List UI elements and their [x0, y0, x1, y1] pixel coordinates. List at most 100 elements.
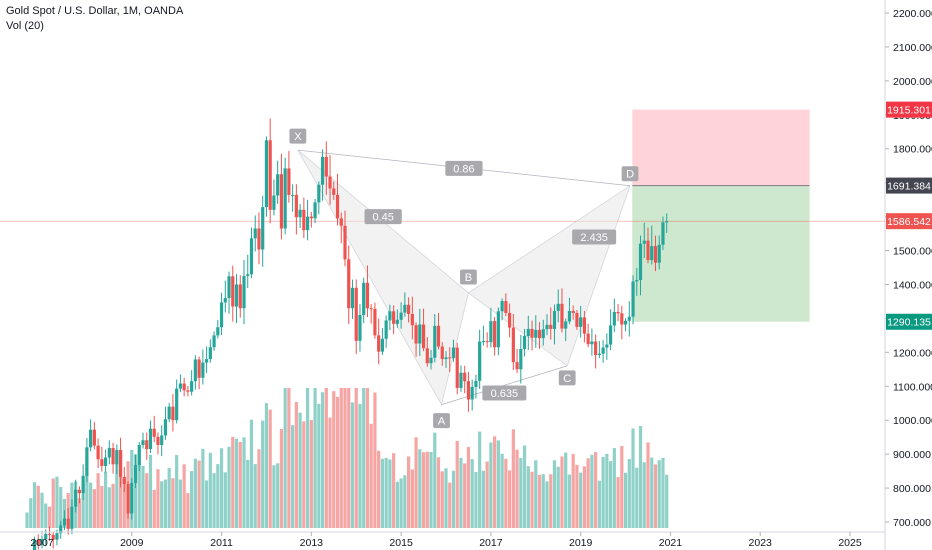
- candle-body: [190, 381, 194, 392]
- volume-bar: [515, 449, 519, 528]
- candle-body: [537, 329, 542, 339]
- candle-body: [489, 321, 493, 343]
- price-tick-label: 1500.000: [893, 246, 932, 258]
- price-badge-text: 1290.135: [887, 317, 931, 329]
- volume-bar: [395, 481, 399, 528]
- candle-body: [32, 539, 37, 550]
- volume-bar: [201, 448, 205, 528]
- volume-bar: [384, 457, 388, 528]
- candle-body: [403, 304, 407, 313]
- volume-bar: [298, 412, 302, 528]
- price-badge[interactable]: 1586.542: [886, 213, 932, 230]
- price-tick-label: 2100.000: [893, 42, 932, 54]
- price-badge[interactable]: 1915.301: [886, 101, 932, 118]
- price-tick-label: 1000.000: [893, 415, 932, 427]
- volume-bar: [436, 457, 441, 528]
- candle-body: [246, 274, 250, 276]
- volume-bar: [279, 428, 284, 528]
- candle-body: [661, 222, 665, 245]
- candle-body: [145, 440, 149, 450]
- price-tick-label: 2200.000: [893, 8, 932, 20]
- volume-bar: [635, 467, 639, 528]
- volume-bar: [219, 448, 224, 528]
- volume-bar: [623, 472, 628, 528]
- candle-body: [406, 304, 411, 314]
- point-label-b-text: B: [465, 272, 472, 284]
- candle-body: [118, 450, 123, 477]
- price-badge[interactable]: 1691.384: [886, 177, 932, 194]
- volume-bar: [204, 480, 209, 528]
- candle-body: [597, 353, 601, 356]
- volume-bar: [358, 403, 362, 528]
- volume-bar: [526, 466, 530, 528]
- volume-bar: [339, 388, 343, 528]
- candle-body: [77, 489, 82, 494]
- candle-body: [504, 301, 508, 313]
- candle-body: [309, 216, 313, 219]
- volume-bar: [89, 482, 93, 528]
- candle-body: [62, 518, 67, 526]
- volume-bar: [197, 460, 201, 528]
- candle-body: [612, 311, 616, 326]
- candle-body: [268, 140, 272, 210]
- volume-bar: [182, 464, 186, 528]
- candle-body: [51, 534, 55, 540]
- candle-body: [302, 209, 306, 231]
- volume-bar: [399, 478, 403, 528]
- volume-bar: [410, 469, 414, 528]
- candle-body: [89, 429, 93, 448]
- candle-body: [167, 406, 171, 420]
- ratio-label-2: 2.435: [572, 229, 617, 245]
- volume-bar: [590, 454, 594, 528]
- price-badge[interactable]: 1290.135: [886, 313, 932, 330]
- candle-body: [66, 518, 70, 529]
- candle-body: [642, 240, 646, 244]
- pattern-labels: X A B C D 0.86 0.45 2.435 0.635: [289, 128, 639, 429]
- volume-bar: [223, 472, 227, 528]
- candle-body: [298, 209, 302, 218]
- candle-body: [541, 329, 545, 339]
- volume-bar: [459, 457, 463, 528]
- candle-body: [519, 348, 523, 370]
- volume-bar: [302, 421, 306, 528]
- point-label-d-text: D: [626, 169, 634, 181]
- volume-bar: [171, 478, 175, 528]
- volume-bar: [507, 470, 512, 528]
- volume-bar: [504, 458, 508, 528]
- ratio-label-0: 0.86: [445, 160, 483, 176]
- volume-bar: [92, 489, 96, 528]
- candle-body: [276, 174, 280, 196]
- volume-bar: [268, 409, 272, 528]
- chart-legend: Gold Spot / U.S. Dollar, 1M, OANDA Vol (…: [6, 4, 183, 34]
- volume-bar: [594, 452, 598, 528]
- volume-bar: [511, 429, 515, 528]
- ratio-label-0-text: 0.86: [453, 163, 474, 175]
- point-label-c-bg: [558, 370, 576, 386]
- price-tick-label: 1100.000: [893, 381, 932, 393]
- candle-body: [231, 276, 235, 307]
- candle-body: [227, 276, 231, 299]
- volume-bar: [287, 388, 291, 528]
- volume-bar: [156, 469, 160, 528]
- candle-body: [343, 225, 347, 260]
- candle-body: [414, 325, 418, 344]
- volume-bar: [283, 388, 287, 528]
- candle-body: [313, 202, 317, 219]
- point-label-a: A: [433, 413, 450, 429]
- time-tick-label: 2021: [659, 537, 683, 549]
- volume-bar: [96, 473, 100, 528]
- volume-bar: [160, 481, 164, 528]
- volume-bar: [227, 446, 231, 528]
- candle-body: [399, 312, 403, 320]
- point-label-c-text: C: [563, 373, 571, 385]
- candle-body: [115, 450, 119, 465]
- candles-layer: [32, 118, 669, 550]
- candle-body: [339, 218, 343, 226]
- candle-body: [335, 194, 340, 219]
- volume-bar: [141, 465, 145, 528]
- volume-bar: [272, 465, 276, 528]
- candle-body: [384, 320, 388, 339]
- price-tick-label: 1200.000: [893, 347, 932, 359]
